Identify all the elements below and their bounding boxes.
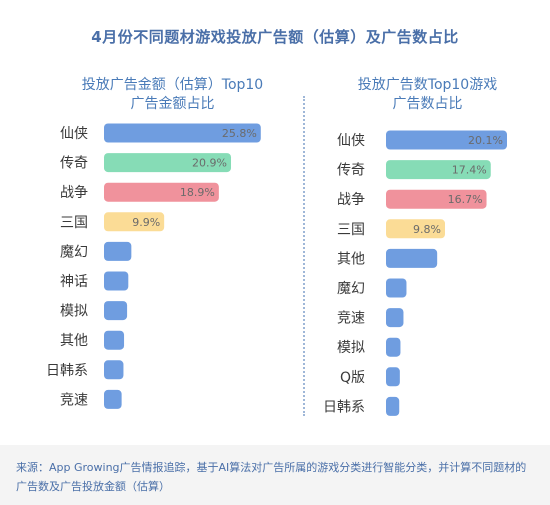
count-bar bbox=[386, 396, 400, 416]
count-category-label: 竞速 bbox=[337, 310, 365, 327]
amount-value-label: 9.9% bbox=[132, 216, 160, 229]
count-category-label: 仙侠 bbox=[337, 133, 365, 149]
source-note: 来源：App Growing广告情报追踪，基于AI算法对广告所属的游戏分类进行智… bbox=[16, 461, 527, 493]
amount-bar bbox=[104, 301, 128, 321]
count-category-label: 三国 bbox=[337, 222, 365, 238]
count-category-label: 战争 bbox=[337, 192, 365, 208]
amount-bar bbox=[104, 153, 232, 173]
amount-category-label: 三国 bbox=[60, 215, 88, 231]
amount-category-label: 其他 bbox=[60, 333, 88, 349]
source-footer: 来源：App Growing广告情报追踪，基于AI算法对广告所属的游戏分类进行智… bbox=[0, 445, 550, 505]
count-bar bbox=[386, 219, 445, 239]
count-value-label: 9.8% bbox=[413, 223, 441, 236]
right-panel-title-line1: 投放广告数Top10游戏 bbox=[357, 77, 498, 93]
count-category-label: 模拟 bbox=[337, 340, 365, 356]
count-bar bbox=[386, 337, 401, 357]
count-category-label: 魔幻 bbox=[337, 281, 365, 297]
amount-bar bbox=[104, 182, 219, 202]
count-bar bbox=[386, 130, 507, 150]
left-panel-title-line1: 投放广告金额（估算）Top10 bbox=[81, 77, 264, 93]
amount-category-label: 神话 bbox=[60, 274, 88, 290]
count-category-label: Q版 bbox=[340, 370, 365, 386]
amount-bar bbox=[104, 330, 125, 350]
right-panel-title-line2: 广告数占比 bbox=[392, 96, 463, 112]
left-panel-header: 投放广告金额（估算）Top10 广告金额占比 bbox=[55, 76, 290, 114]
amount-category-label: 竞速 bbox=[60, 391, 88, 408]
count-bar bbox=[386, 367, 400, 387]
amount-category-label: 战争 bbox=[60, 185, 88, 201]
amount-category-label: 传奇 bbox=[60, 155, 88, 172]
amount-category-label: 日韩系 bbox=[46, 363, 88, 379]
count-bar bbox=[386, 248, 438, 268]
count-bar bbox=[386, 160, 491, 180]
amount-bar bbox=[104, 389, 122, 409]
amount-category-label: 仙侠 bbox=[60, 126, 88, 142]
amount-value-label: 20.9% bbox=[192, 157, 227, 170]
amount-value-label: 25.8% bbox=[222, 127, 257, 140]
panel-divider bbox=[303, 96, 305, 416]
count-value-label: 16.7% bbox=[448, 193, 483, 206]
amount-category-label: 模拟 bbox=[60, 304, 88, 320]
left-panel-title-line2: 广告金额占比 bbox=[130, 96, 215, 112]
count-category-label: 其他 bbox=[337, 251, 365, 267]
page-title: 4月份不同题材游戏投放广告额（估算）及广告数占比 bbox=[91, 28, 459, 46]
amount-bar bbox=[104, 360, 124, 380]
amount-bar bbox=[104, 123, 261, 143]
amount-bar bbox=[104, 271, 129, 291]
amount-value-label: 18.9% bbox=[180, 186, 215, 199]
count-category-label: 日韩系 bbox=[323, 399, 365, 415]
amount-bar bbox=[104, 212, 165, 232]
count-category-label: 传奇 bbox=[337, 162, 365, 179]
count-bar bbox=[386, 308, 404, 328]
right-panel-header: 投放广告数Top10游戏 广告数占比 bbox=[320, 76, 535, 114]
amount-category-label: 魔幻 bbox=[60, 244, 88, 260]
count-bar bbox=[386, 189, 487, 209]
count-bar bbox=[386, 278, 407, 298]
amount-bar bbox=[104, 241, 132, 261]
count-value-label: 20.1% bbox=[468, 134, 503, 147]
count-value-label: 17.4% bbox=[452, 164, 487, 177]
